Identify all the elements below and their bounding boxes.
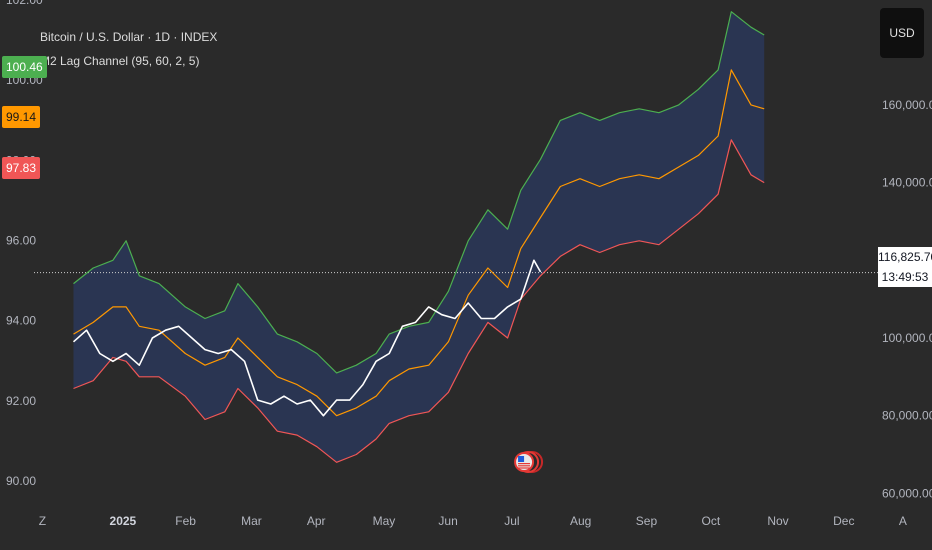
last-price-label: 116,825.70 (878, 247, 932, 267)
currency-button[interactable]: USD (880, 8, 924, 58)
x-tick-label: Sep (636, 514, 658, 528)
x-tick-label: Nov (767, 514, 788, 528)
right-axis-tick-label: 160,000.00 (882, 98, 932, 112)
countdown-label: 13:49:53 (878, 267, 932, 287)
middle-band-badge: 99.14 (2, 106, 41, 128)
x-tick-label: Mar (241, 514, 262, 528)
symbol-title: Bitcoin / U.S. Dollar · 1D · INDEX (40, 30, 218, 44)
indicator-label: M2 Lag Channel (95, 60, 2, 5) (40, 54, 200, 68)
x-tick-label: Jun (438, 514, 457, 528)
x-tick-label: A (899, 514, 907, 528)
x-tick-label: Dec (833, 514, 854, 528)
x-tick-label: Apr (307, 514, 326, 528)
middle-series-line (73, 69, 765, 417)
upper-band-badge: 100.46 (2, 56, 47, 78)
left-axis-tick-label: 92.00 (6, 394, 36, 408)
upper-series-line (73, 11, 765, 374)
x-tick-label: Feb (175, 514, 196, 528)
right-axis-tick-label: 140,000.00 (882, 176, 932, 190)
left-axis-tick-label: 90.00 (6, 474, 36, 488)
lower-band-badge: 97.83 (2, 157, 41, 179)
lower-series-line (73, 139, 765, 463)
x-tick-label: Oct (702, 514, 721, 528)
left-axis-tick-label: 94.00 (6, 314, 36, 328)
right-axis-tick-label: 60,000.00 (882, 486, 932, 500)
x-tick-label: Aug (570, 514, 591, 528)
right-axis-tick-label: 80,000.00 (882, 409, 932, 423)
us-flag-icon[interactable] (514, 451, 544, 473)
left-axis-tick-label: 102.00 (6, 0, 43, 7)
left-axis-tick-label: 96.00 (6, 233, 36, 247)
right-axis-tick-label: 100,000.00 (882, 331, 932, 345)
price-series-line (72, 259, 542, 417)
channel-fill (73, 11, 765, 463)
x-tick-label: Z (39, 514, 46, 528)
x-tick-label: May (373, 514, 396, 528)
x-tick-label: 2025 (110, 514, 137, 528)
x-tick-label: Jul (504, 514, 519, 528)
